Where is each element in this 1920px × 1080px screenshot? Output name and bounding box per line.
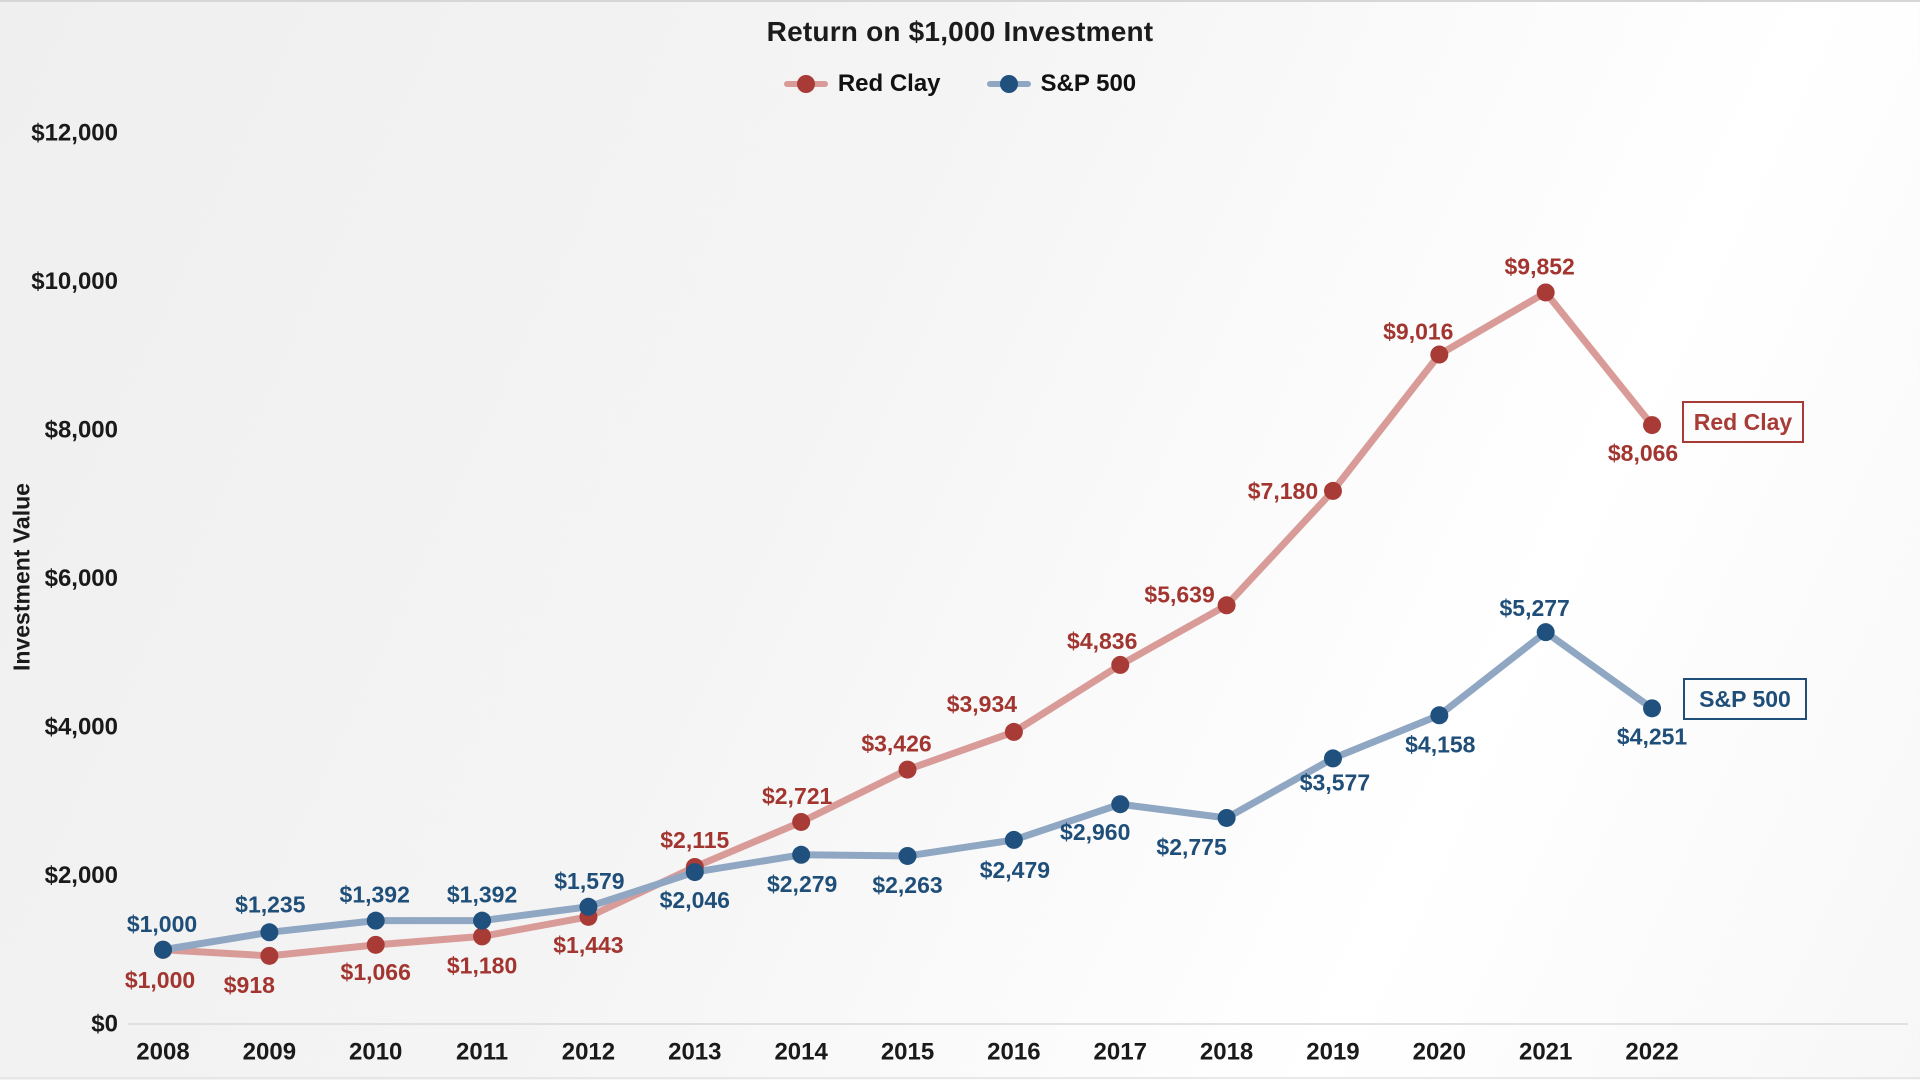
y-tick-label: $0 [91, 1011, 118, 1038]
x-tick-label: 2012 [562, 1039, 615, 1066]
x-tick-label: 2016 [987, 1039, 1040, 1066]
series-callout-red-clay: Red Clay [1682, 401, 1804, 443]
data-point [1323, 749, 1342, 768]
data-point [792, 812, 811, 831]
data-label: $3,426 [861, 731, 931, 757]
data-label: $1,180 [447, 952, 517, 978]
y-tick-label: $8,000 [45, 417, 118, 444]
data-point [473, 927, 492, 946]
x-tick-label: 2017 [1094, 1039, 1147, 1066]
data-point [1111, 795, 1130, 814]
legend-marker-icon [783, 75, 828, 93]
data-label: $5,639 [1144, 581, 1214, 607]
data-point [1536, 623, 1555, 642]
data-point [366, 935, 385, 954]
data-point [898, 846, 917, 865]
data-label: $1,000 [127, 911, 197, 937]
y-axis-title: Investment Value [8, 483, 35, 671]
data-point [685, 863, 704, 882]
data-label: $1,000 [125, 967, 195, 993]
y-tick-label: $6,000 [45, 565, 118, 592]
data-point [1217, 596, 1236, 615]
data-label: $2,263 [872, 872, 942, 898]
data-label: $2,046 [660, 887, 730, 913]
data-label: $2,115 [660, 827, 729, 853]
x-tick-label: 2008 [136, 1039, 189, 1066]
data-point [1430, 706, 1449, 725]
x-tick-label: 2021 [1519, 1039, 1572, 1066]
legend-label: Red Clay [837, 70, 941, 97]
data-label: $4,158 [1405, 731, 1476, 757]
data-point [579, 897, 598, 916]
x-tick-label: 2020 [1413, 1039, 1466, 1066]
data-label: $2,775 [1156, 834, 1227, 860]
data-point [1004, 830, 1023, 849]
data-label: $2,279 [767, 871, 837, 897]
x-tick-label: 2013 [668, 1039, 721, 1066]
data-point [260, 946, 279, 965]
x-tick-label: 2011 [456, 1039, 508, 1066]
data-point [1643, 699, 1662, 718]
data-label: $1,066 [341, 959, 411, 985]
y-tick-label: $4,000 [45, 714, 118, 741]
x-tick-label: 2018 [1200, 1039, 1253, 1066]
legend-item-s-p-500: S&P 500 [986, 70, 1137, 98]
chart-title: Return on $1,000 Investment [766, 16, 1154, 47]
data-label: $9,852 [1505, 253, 1575, 279]
legend: Red Clay S&P 500 [0, 70, 1920, 98]
data-point [154, 940, 172, 959]
y-tick-label: $12,000 [31, 120, 118, 147]
data-point [366, 911, 385, 930]
data-label: $1,235 [235, 891, 306, 917]
data-label: $7,180 [1248, 478, 1318, 504]
data-label: $5,277 [1500, 595, 1570, 621]
data-point [1643, 416, 1662, 435]
data-label: $4,251 [1617, 723, 1688, 749]
data-point [898, 760, 917, 779]
series-callout-s-p-500: S&P 500 [1683, 678, 1807, 720]
data-label: $2,479 [980, 857, 1050, 883]
data-label: $1,392 [340, 882, 410, 908]
x-tick-label: 2022 [1625, 1039, 1678, 1066]
data-label: $4,836 [1067, 628, 1137, 654]
data-label: $1,579 [554, 868, 624, 894]
x-tick-label: 2015 [881, 1039, 934, 1066]
y-tick-label: $10,000 [31, 268, 118, 295]
y-tick-label: $2,000 [45, 862, 118, 889]
x-tick-label: 2019 [1306, 1039, 1359, 1066]
data-label: $1,392 [447, 882, 517, 908]
data-label: $3,577 [1300, 769, 1370, 795]
data-point [1323, 481, 1342, 500]
data-label: $2,960 [1060, 819, 1130, 845]
data-point [1004, 722, 1023, 741]
data-label: $9,016 [1383, 319, 1453, 345]
data-label: $1,443 [553, 932, 623, 958]
x-tick-label: 2009 [243, 1039, 296, 1066]
x-tick-label: 2014 [774, 1039, 828, 1066]
legend-marker-icon [986, 75, 1031, 93]
data-point [1217, 808, 1236, 827]
x-tick-label: 2010 [349, 1039, 402, 1066]
data-point [1536, 283, 1555, 302]
data-label: $918 [224, 972, 275, 998]
data-label: $3,934 [947, 691, 1018, 717]
data-point [792, 845, 811, 864]
legend-label: S&P 500 [1040, 70, 1137, 97]
data-label: $2,721 [762, 783, 833, 809]
data-point [473, 911, 492, 930]
data-point [260, 923, 279, 942]
data-point [1111, 655, 1130, 674]
legend-item-red-clay: Red Clay [783, 70, 941, 98]
data-point [1430, 345, 1449, 364]
data-label: $8,066 [1608, 440, 1678, 466]
